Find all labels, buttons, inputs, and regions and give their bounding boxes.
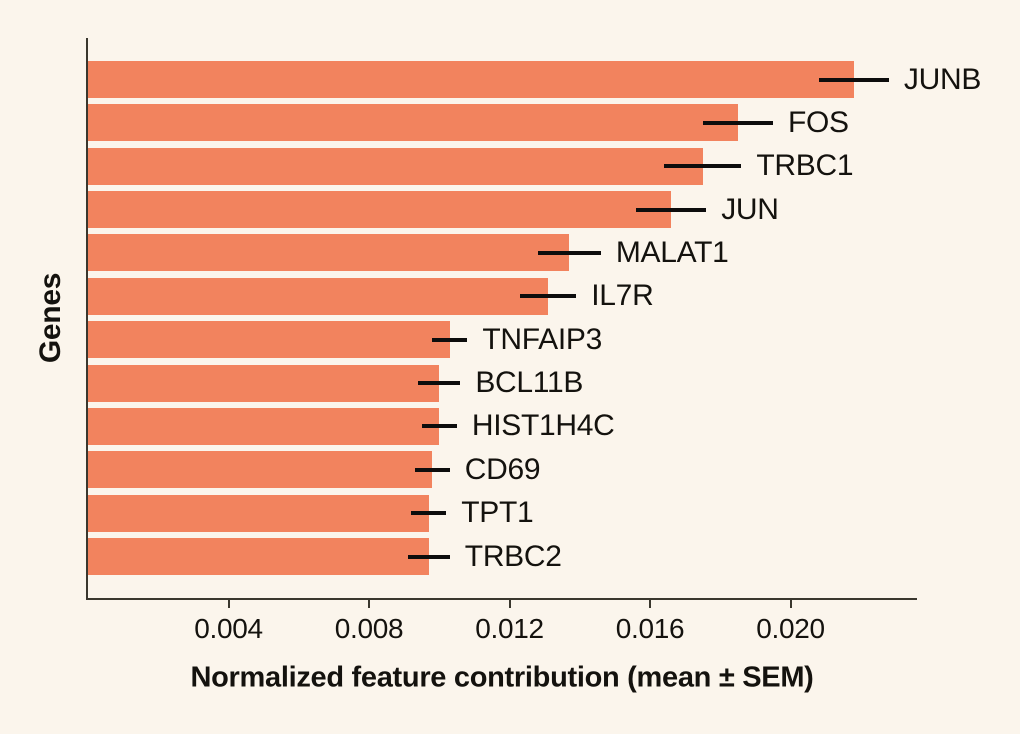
x-axis-label: Normalized feature contribution (mean ± … (190, 661, 814, 694)
bar (88, 407, 440, 445)
x-tick-label: 0.012 (475, 613, 544, 644)
x-tick-label: 0.008 (334, 613, 404, 644)
error-bar (414, 467, 450, 472)
bar (88, 321, 450, 359)
bar-label: IL7R (591, 279, 654, 313)
error-bar (635, 207, 707, 212)
x-axis-spine (86, 598, 917, 600)
bar-label: JUNB (903, 62, 982, 96)
bar (88, 451, 433, 489)
x-tick (508, 600, 511, 608)
x-tick-label: 0.016 (615, 613, 685, 644)
bar (88, 538, 429, 575)
error-bar (432, 337, 468, 342)
bar (88, 104, 738, 142)
y-axis-spine (86, 38, 88, 600)
error-bar (702, 120, 773, 125)
x-tick-label: 0.020 (756, 613, 825, 644)
error-bar (537, 250, 601, 255)
bar (88, 147, 703, 185)
x-tick-label: 0.004 (194, 613, 263, 644)
plot-area: JUNB FOS TRBC1 JUN MALAT1 IL7R TNFAIP3 BCL11B HI… (86, 38, 981, 644)
y-axis-label: Genes (34, 272, 67, 364)
bar-label: TNFAIP3 (482, 322, 602, 356)
bar-label: TRBC2 (464, 539, 562, 573)
x-tick (227, 600, 230, 608)
bar (88, 494, 429, 532)
error-bar (664, 164, 742, 169)
x-tick (368, 600, 371, 608)
bar (88, 234, 570, 272)
error-bar (520, 294, 577, 299)
bar-label: CD69 (464, 452, 541, 486)
error-bar (818, 77, 889, 82)
bar (88, 61, 854, 98)
bar-label: HIST1H4C (471, 409, 615, 443)
bar-label: JUN (721, 192, 779, 226)
error-bar (421, 424, 457, 429)
bar (88, 277, 549, 315)
bar-label: TRBC1 (756, 149, 854, 183)
x-tick (649, 600, 652, 608)
bar-label: MALAT1 (615, 235, 729, 269)
x-tick (789, 600, 792, 608)
bar-label: BCL11B (475, 366, 584, 400)
error-bar (411, 511, 447, 516)
bar-label: TPT1 (461, 496, 534, 530)
bar (88, 364, 440, 402)
bar (88, 191, 672, 229)
error-bar (418, 381, 461, 386)
bar-label: FOS (787, 105, 849, 139)
error-bar (407, 554, 450, 559)
